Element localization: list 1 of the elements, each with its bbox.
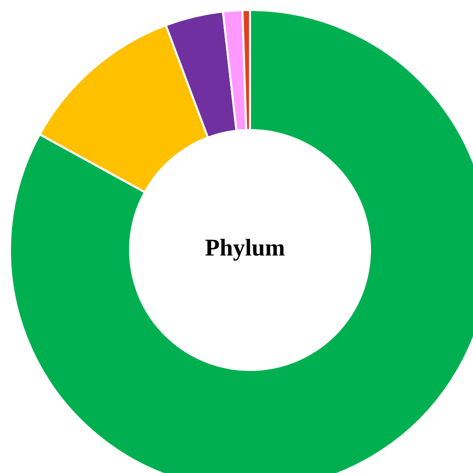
text: Phylum: [204, 236, 286, 262]
